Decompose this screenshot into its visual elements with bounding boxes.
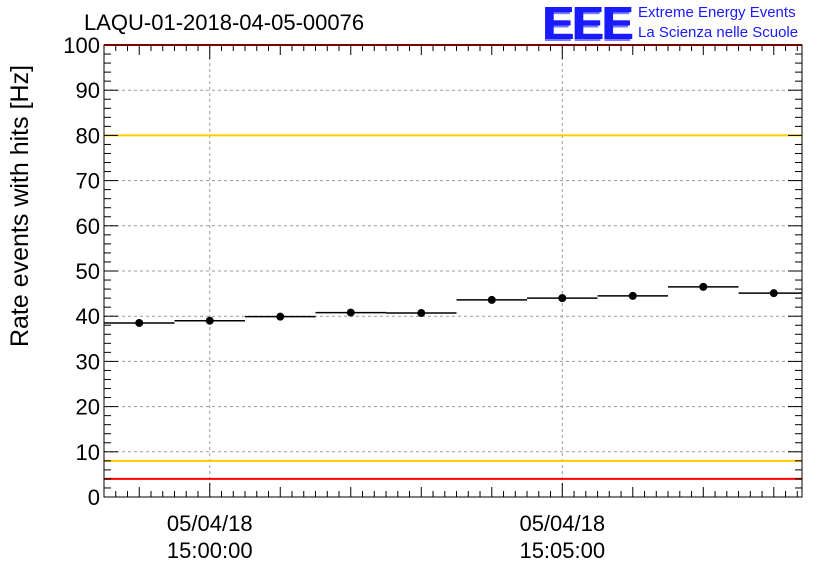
data-point: [205, 316, 214, 325]
x-tick-label-time: 15:05:00: [519, 538, 605, 563]
data-point: [487, 295, 496, 304]
axes: 010203040506070809010005/04/1815:00:0005…: [63, 33, 803, 563]
y-tick-label: 80: [76, 123, 100, 148]
y-tick-label: 70: [76, 169, 100, 194]
x-tick-label-date: 05/04/18: [519, 511, 605, 536]
data-point: [417, 309, 426, 318]
y-tick-label: 30: [76, 349, 100, 374]
y-tick-label: 40: [76, 304, 100, 329]
data-point: [769, 289, 778, 298]
data-series: [104, 282, 802, 327]
logo-letters: EEE: [542, 0, 632, 49]
y-tick-label: 0: [88, 485, 100, 510]
x-tick-label-time: 15:00:00: [167, 538, 253, 563]
data-point: [276, 312, 285, 321]
y-tick-label: 50: [76, 259, 100, 284]
y-tick-label: 10: [76, 440, 100, 465]
y-tick-label: 60: [76, 214, 100, 239]
grid: [104, 45, 802, 497]
y-axis-label: Rate events with hits [Hz]: [6, 65, 34, 347]
y-tick-label: 100: [63, 33, 100, 58]
data-point: [346, 308, 355, 317]
data-point: [135, 318, 144, 327]
data-point: [628, 291, 637, 300]
x-tick-label-date: 05/04/18: [167, 511, 253, 536]
logo-line-1: Extreme Energy Events: [638, 4, 796, 21]
eee-logo: EEE Extreme Energy Events La Scienza nel…: [542, 0, 832, 49]
data-point: [558, 294, 567, 303]
y-tick-label: 90: [76, 78, 100, 103]
logo-line-2: La Scienza nelle Scuole: [638, 24, 799, 41]
reference-lines: [104, 44, 802, 480]
data-point: [699, 282, 708, 291]
chart-title: LAQU-01-2018-04-05-00076: [84, 10, 365, 35]
y-tick-label: 20: [76, 395, 100, 420]
